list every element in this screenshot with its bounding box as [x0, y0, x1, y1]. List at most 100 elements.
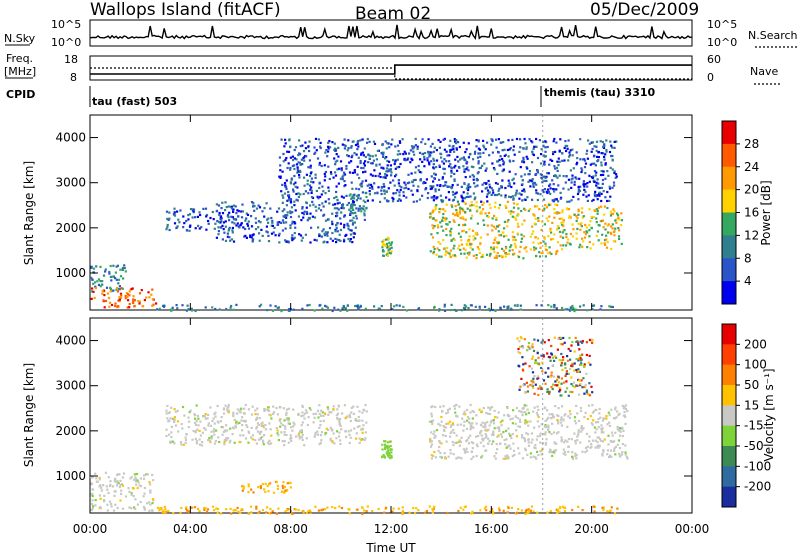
echo-cell	[226, 235, 229, 238]
echo-cell	[265, 230, 268, 233]
echo-cell	[420, 141, 423, 144]
echo-cell	[572, 307, 575, 310]
echo-cell	[449, 254, 452, 257]
echo-cell	[434, 405, 437, 409]
echo-cell	[545, 206, 549, 209]
echo-cell	[165, 412, 168, 415]
echo-cell	[568, 215, 571, 218]
echo-cell	[559, 197, 562, 200]
x-tick-label: 08:00	[273, 522, 308, 536]
echo-cell	[603, 143, 606, 146]
echo-cell	[578, 177, 581, 180]
echo-cell	[527, 345, 530, 348]
echo-cell	[168, 211, 171, 214]
echo-cell	[352, 405, 355, 408]
echo-cell	[428, 161, 431, 164]
nsky-tick-bottom: 10^0	[51, 36, 81, 49]
echo-cell	[111, 275, 114, 278]
echo-cell	[554, 384, 557, 387]
echo-cell	[457, 160, 460, 163]
echo-cell	[286, 211, 289, 214]
echo-cell	[551, 179, 554, 182]
echo-cell	[435, 149, 438, 152]
freq-unit: [MHz]	[4, 65, 36, 78]
echo-cell	[506, 225, 509, 228]
echo-cell	[349, 416, 352, 419]
x-axis-label: Time UT	[365, 541, 416, 554]
echo-cell	[357, 194, 360, 197]
echo-cell	[602, 417, 605, 420]
echo-cell	[609, 166, 612, 169]
echo-cell	[511, 417, 514, 420]
colorbar-tick-label: 12	[744, 228, 759, 242]
echo-cell	[452, 193, 455, 196]
echo-cell	[151, 509, 154, 512]
echo-cell	[254, 228, 258, 231]
echo-cell	[412, 506, 415, 510]
echo-cell	[347, 155, 350, 158]
echo-cell	[603, 158, 606, 161]
echo-cell	[351, 207, 354, 210]
echo-cell	[353, 169, 356, 172]
echo-cell	[453, 407, 456, 410]
echo-cell	[565, 372, 568, 375]
echo-cell	[577, 185, 580, 188]
echo-cell	[228, 211, 231, 214]
echo-cell	[298, 173, 301, 177]
echo-cell	[551, 383, 555, 386]
echo-cell	[445, 196, 448, 199]
echo-cell	[579, 158, 582, 161]
echo-cell	[561, 343, 564, 346]
echo-cell	[603, 239, 607, 242]
echo-cell	[501, 231, 504, 234]
echo-cell	[433, 177, 436, 180]
echo-cell	[556, 241, 560, 244]
echo-cell	[470, 512, 473, 515]
echo-cell	[203, 507, 206, 510]
echo-cell	[620, 219, 624, 222]
echo-cell	[292, 188, 295, 191]
echo-cell	[475, 414, 478, 417]
echo-cell	[119, 292, 123, 295]
y-tick-label: 1000	[55, 266, 86, 280]
echo-cell	[546, 352, 549, 355]
echo-cell	[371, 155, 374, 158]
echo-cell	[573, 350, 576, 353]
velocity-ylabel: Slant Range [km]	[22, 363, 36, 467]
echo-cell	[573, 432, 576, 435]
echo-cell	[276, 484, 279, 488]
echo-cell	[539, 385, 542, 388]
echo-cell	[461, 199, 464, 203]
echo-cell	[333, 203, 337, 206]
echo-cell	[194, 423, 198, 426]
echo-cell	[225, 424, 228, 427]
x-tick-label: 00:00	[73, 522, 108, 536]
echo-cell	[442, 229, 445, 232]
echo-cell	[599, 416, 602, 419]
echo-cell	[589, 220, 592, 223]
echo-cell	[116, 264, 119, 267]
echo-cell	[468, 417, 471, 420]
echo-cell	[280, 310, 283, 313]
echo-cell	[502, 141, 505, 144]
echo-cell	[143, 486, 146, 490]
echo-cell	[242, 419, 245, 422]
echo-cell	[247, 490, 250, 494]
echo-cell	[431, 236, 435, 239]
echo-cell	[551, 199, 554, 202]
echo-cell	[427, 192, 430, 195]
echo-cell	[462, 156, 465, 159]
echo-cell	[605, 148, 608, 152]
echo-cell	[478, 308, 481, 311]
echo-cell	[566, 144, 569, 148]
echo-cell	[433, 505, 436, 508]
echo-cell	[570, 181, 573, 184]
echo-cell	[547, 304, 550, 307]
echo-cell	[324, 151, 327, 154]
echo-cell	[291, 211, 294, 214]
echo-cell	[473, 182, 476, 185]
echo-cell	[573, 213, 576, 216]
echo-cell	[283, 485, 286, 488]
echo-cell	[414, 166, 418, 169]
echo-cell	[500, 433, 503, 436]
